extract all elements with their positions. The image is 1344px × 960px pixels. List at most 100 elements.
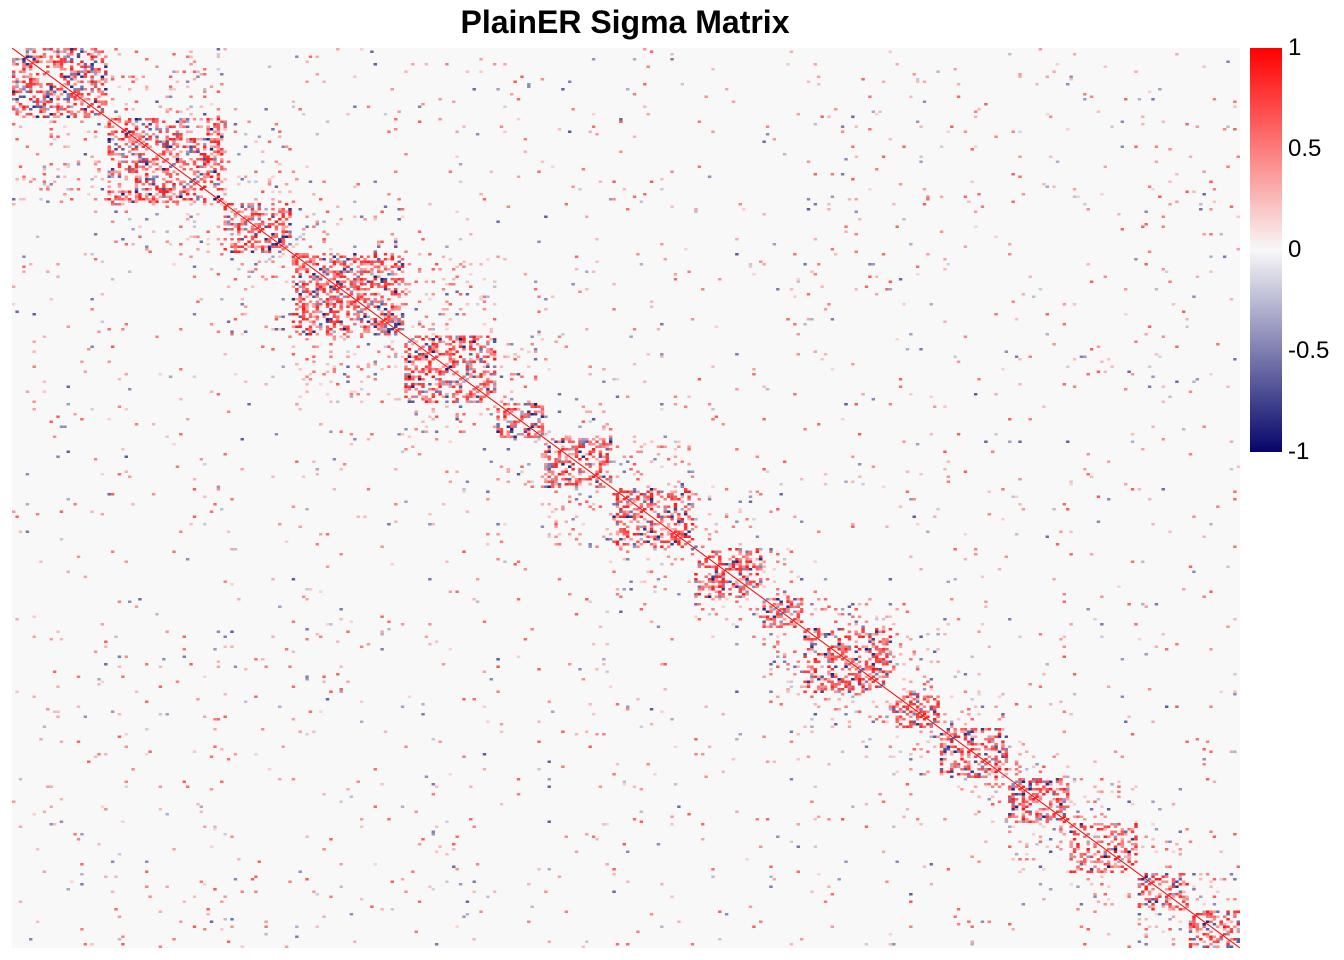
heatmap-cell [1018, 155, 1022, 158]
heatmap-cell [683, 533, 688, 536]
heatmap-cell [602, 463, 606, 466]
heatmap-cell [134, 423, 139, 426]
heatmap-cell [854, 198, 858, 201]
heatmap-cell [902, 603, 906, 606]
heatmap-cell [49, 420, 53, 423]
heatmap-cell [117, 600, 122, 603]
heatmap-cell [537, 418, 541, 421]
heatmap-cell [568, 440, 572, 443]
heatmap-cell [683, 488, 688, 491]
heatmap-cell [380, 263, 384, 266]
heatmap-cell [482, 360, 487, 363]
heatmap-cell [424, 400, 429, 403]
heatmap-cell [359, 645, 364, 648]
heatmap-cell [711, 598, 715, 601]
heatmap-cell [492, 380, 497, 383]
heatmap-cell [574, 478, 579, 481]
heatmap-cell [56, 105, 60, 108]
heatmap-cell [349, 263, 354, 266]
heatmap-cell [308, 710, 313, 713]
heatmap-cell [813, 273, 818, 276]
heatmap-cell [151, 195, 156, 198]
heatmap-cell [35, 513, 40, 516]
heatmap-cell [387, 330, 391, 333]
heatmap-cell [724, 88, 729, 91]
heatmap-cell [243, 288, 248, 291]
heatmap-cell [680, 533, 684, 536]
heatmap-cell [373, 360, 377, 363]
heatmap-cell [639, 543, 644, 546]
heatmap-cell [704, 585, 708, 588]
heatmap-cell [110, 190, 115, 193]
heatmap-cell [155, 158, 159, 161]
heatmap-cell [29, 88, 33, 91]
heatmap-cell [571, 475, 575, 478]
heatmap-cell [359, 283, 364, 286]
heatmap-cell [574, 455, 579, 458]
heatmap-cell [100, 473, 105, 476]
heatmap-cell [520, 415, 524, 418]
heatmap-cell [404, 350, 408, 353]
heatmap-cell [35, 103, 40, 106]
heatmap-cell [138, 160, 142, 163]
heatmap-cell [141, 123, 146, 126]
heatmap-cell [12, 58, 16, 61]
heatmap-cell [394, 398, 398, 401]
heatmap-cell [626, 505, 630, 508]
heatmap-cell [1141, 560, 1145, 563]
heatmap-cell [830, 368, 835, 371]
heatmap-cell [977, 378, 981, 381]
heatmap-cell [1055, 63, 1060, 66]
heatmap-cell [557, 440, 562, 443]
heatmap-cell [271, 233, 275, 236]
heatmap-cell [417, 900, 422, 903]
heatmap-cell [424, 343, 429, 346]
heatmap-cell [185, 188, 190, 191]
heatmap-cell [547, 700, 551, 703]
heatmap-cell [428, 253, 432, 256]
heatmap-cell [1182, 310, 1186, 313]
heatmap-cell [888, 138, 893, 141]
heatmap-cell [83, 98, 88, 101]
heatmap-cell [469, 335, 473, 338]
heatmap-cell [458, 383, 463, 386]
heatmap-cell [462, 755, 466, 758]
heatmap-cell [209, 140, 214, 143]
heatmap-cell [646, 503, 650, 506]
heatmap-cell [752, 635, 756, 638]
heatmap-cell [124, 103, 128, 106]
heatmap-cell [683, 510, 688, 513]
heatmap-cell [97, 80, 101, 83]
heatmap-cell [748, 558, 753, 561]
heatmap-cell [452, 373, 456, 376]
heatmap-cell [76, 80, 81, 83]
heatmap-cell [448, 383, 453, 386]
heatmap-cell [339, 863, 343, 866]
heatmap-cell [394, 325, 398, 328]
heatmap-cell [29, 73, 33, 76]
heatmap-cell [226, 228, 231, 231]
heatmap-cell [363, 268, 367, 271]
heatmap-cell [643, 603, 647, 606]
heatmap-cell [776, 598, 780, 601]
heatmap-cell [172, 183, 176, 186]
heatmap-cell [1188, 390, 1193, 393]
heatmap-cell [336, 320, 340, 323]
heatmap-cell [220, 180, 224, 183]
heatmap-cell [411, 363, 415, 366]
heatmap-cell [80, 360, 84, 363]
heatmap-cell [1212, 98, 1217, 101]
heatmap-cell [1038, 48, 1043, 51]
heatmap-cell [196, 698, 200, 701]
heatmap-cell [434, 390, 439, 393]
heatmap-cell [322, 915, 326, 918]
heatmap-cell [168, 190, 173, 193]
heatmap-cell [90, 943, 94, 946]
heatmap-cell [271, 635, 275, 638]
heatmap-cell [49, 98, 53, 101]
heatmap-cell [223, 120, 227, 123]
heatmap-cell [540, 405, 545, 408]
heatmap-cell [434, 943, 439, 946]
heatmap-cell [707, 565, 712, 568]
heatmap-cell [179, 123, 183, 126]
